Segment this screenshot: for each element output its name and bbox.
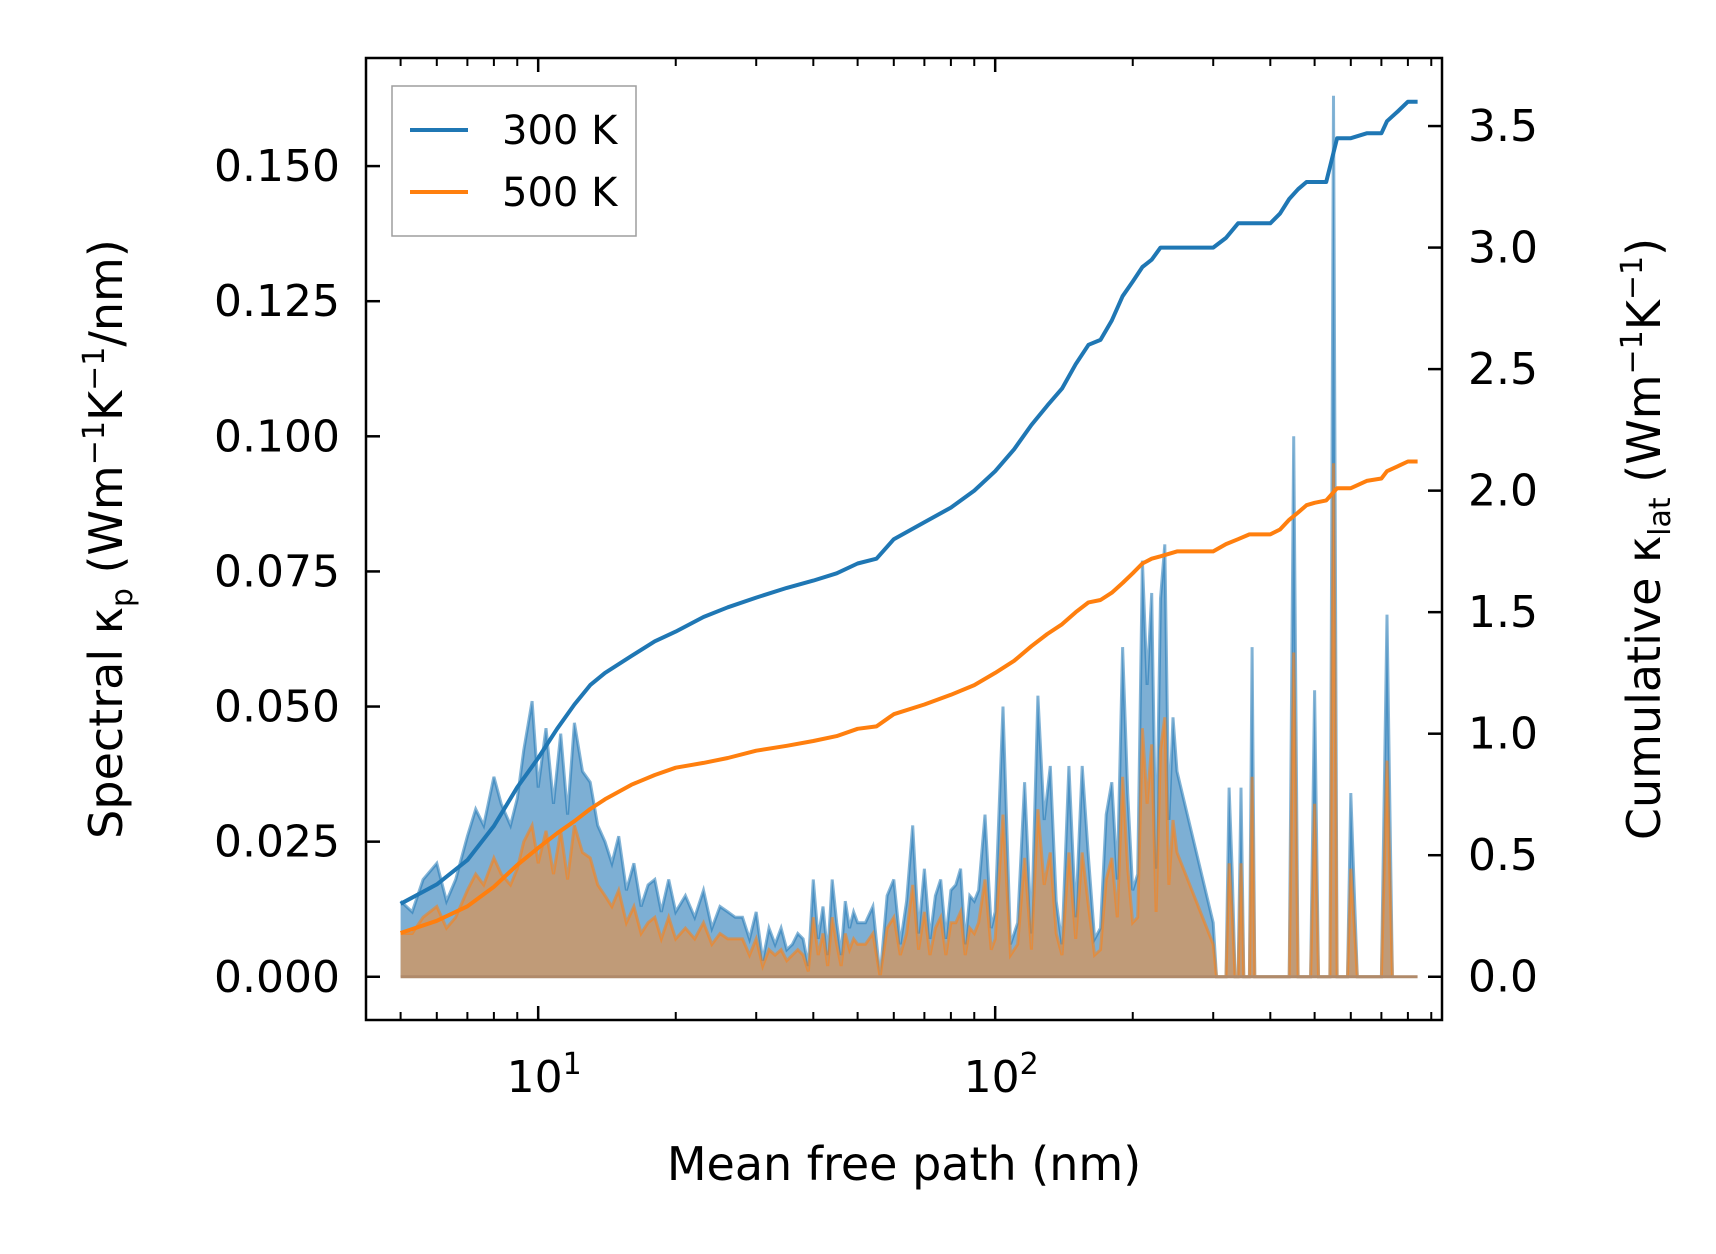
right-y-tick-label: 0.0 bbox=[1468, 952, 1538, 1003]
right-y-tick-label: 3.0 bbox=[1468, 223, 1538, 274]
x-tick-label: 102 bbox=[964, 1047, 1039, 1103]
legend-box bbox=[391, 85, 637, 237]
left-y-tick-label: 0.150 bbox=[214, 141, 340, 192]
left-y-tick-labels: 0.000 0.025 0.050 0.075 0.100 0.125 0.150 bbox=[214, 141, 340, 1003]
left-y-tick-label: 0.000 bbox=[214, 952, 340, 1003]
right-y-tick-label: 2.0 bbox=[1468, 466, 1538, 517]
right-y-tick-label: 2.5 bbox=[1468, 344, 1538, 395]
right-y-axis-label: Cumulative κlat (Wm−1K−1) bbox=[1615, 238, 1678, 840]
cumulative-lines bbox=[399, 99, 1418, 935]
cumulative-line-300k bbox=[399, 99, 1418, 906]
plot-frame bbox=[364, 56, 1444, 1022]
spectral-areas bbox=[399, 95, 1418, 979]
cumulative-line-500k bbox=[399, 459, 1418, 935]
legend: 300 K 500 K bbox=[391, 85, 637, 237]
axis-ticks bbox=[366, 58, 1442, 1020]
left-y-tick-label: 0.125 bbox=[214, 276, 340, 327]
left-y-tick-label: 0.025 bbox=[214, 817, 340, 868]
left-y-tick-label: 0.050 bbox=[214, 682, 340, 733]
right-y-tick-label: 1.5 bbox=[1468, 587, 1538, 638]
x-axis-label: Mean free path (nm) bbox=[667, 1137, 1141, 1191]
spectral-line-500k bbox=[400, 463, 1394, 979]
spectral-area-500k bbox=[400, 463, 1393, 977]
legend-label-300k: 300 K bbox=[502, 108, 619, 154]
right-y-tick-label: 1.0 bbox=[1468, 709, 1538, 760]
spectral-line-300k bbox=[399, 95, 1394, 979]
right-y-tick-labels: 0.0 0.5 1.0 1.5 2.0 2.5 3.0 3.5 bbox=[1468, 101, 1538, 1003]
left-y-tick-label: 0.100 bbox=[214, 411, 340, 462]
left-y-axis-label: Spectral κp (Wm−1K−1/nm) bbox=[77, 239, 140, 839]
right-y-tick-label: 3.5 bbox=[1468, 101, 1538, 152]
left-y-tick-label: 0.075 bbox=[214, 546, 340, 597]
x-tick-label: 101 bbox=[507, 1047, 582, 1103]
right-y-tick-label: 0.5 bbox=[1468, 830, 1538, 881]
legend-label-500k: 500 K bbox=[502, 170, 619, 216]
